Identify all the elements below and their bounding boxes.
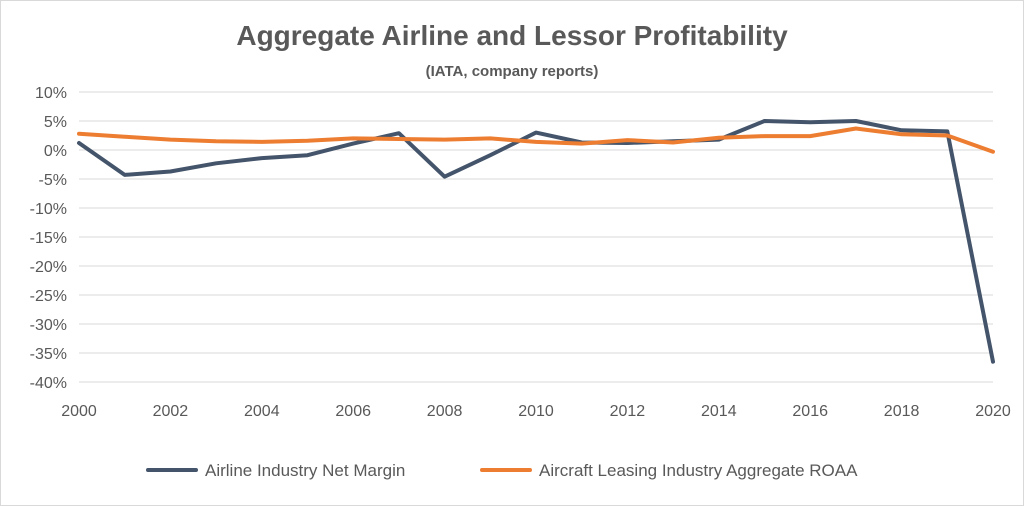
x-tick-label: 2012	[610, 403, 646, 420]
y-tick-label: -20%	[30, 259, 67, 276]
legend: Airline Industry Net Margin Aircraft Leas…	[146, 461, 858, 480]
x-axis-tick-labels: 2000 2002 2004 2006 2008 2010 2012 2014 2016 2018…	[61, 403, 1011, 420]
x-tick-label: 2016	[792, 403, 828, 420]
x-tick-label: 2004	[244, 403, 280, 420]
y-tick-label: 0%	[44, 143, 67, 160]
x-tick-label: 2018	[884, 403, 920, 420]
chart-subtitle: (IATA, company reports)	[425, 63, 599, 80]
y-tick-label: -15%	[30, 230, 67, 247]
series-line-2	[77, 126, 995, 154]
y-tick-label: -25%	[30, 288, 67, 305]
y-tick-label: -35%	[30, 346, 67, 363]
x-tick-label: 2020	[975, 403, 1011, 420]
legend-label: Airline Industry Net Margin	[205, 461, 405, 480]
x-tick-label: 2010	[518, 403, 554, 420]
gridlines	[79, 91, 993, 383]
y-tick-label: -40%	[30, 375, 67, 392]
y-tick-label: -5%	[39, 172, 67, 189]
y-tick-label: -30%	[30, 317, 67, 334]
series-line-1	[77, 119, 995, 364]
series-lines	[77, 119, 995, 364]
y-tick-label: 10%	[35, 85, 67, 102]
y-tick-label: 5%	[44, 114, 67, 131]
chart-title: Aggregate Airline and Lessor Profitabili…	[236, 20, 788, 51]
x-tick-label: 2000	[61, 403, 97, 420]
legend-label: Aircraft Leasing Industry Aggregate ROAA	[539, 461, 858, 480]
x-tick-label: 2008	[427, 403, 463, 420]
y-tick-label: -10%	[30, 201, 67, 218]
x-tick-label: 2006	[335, 403, 371, 420]
y-axis-tick-labels: 10% 5% 0% -5% -10% -15% -20% -25% -30% -35% -40%	[30, 85, 67, 392]
x-tick-label: 2002	[153, 403, 189, 420]
x-tick-label: 2014	[701, 403, 737, 420]
